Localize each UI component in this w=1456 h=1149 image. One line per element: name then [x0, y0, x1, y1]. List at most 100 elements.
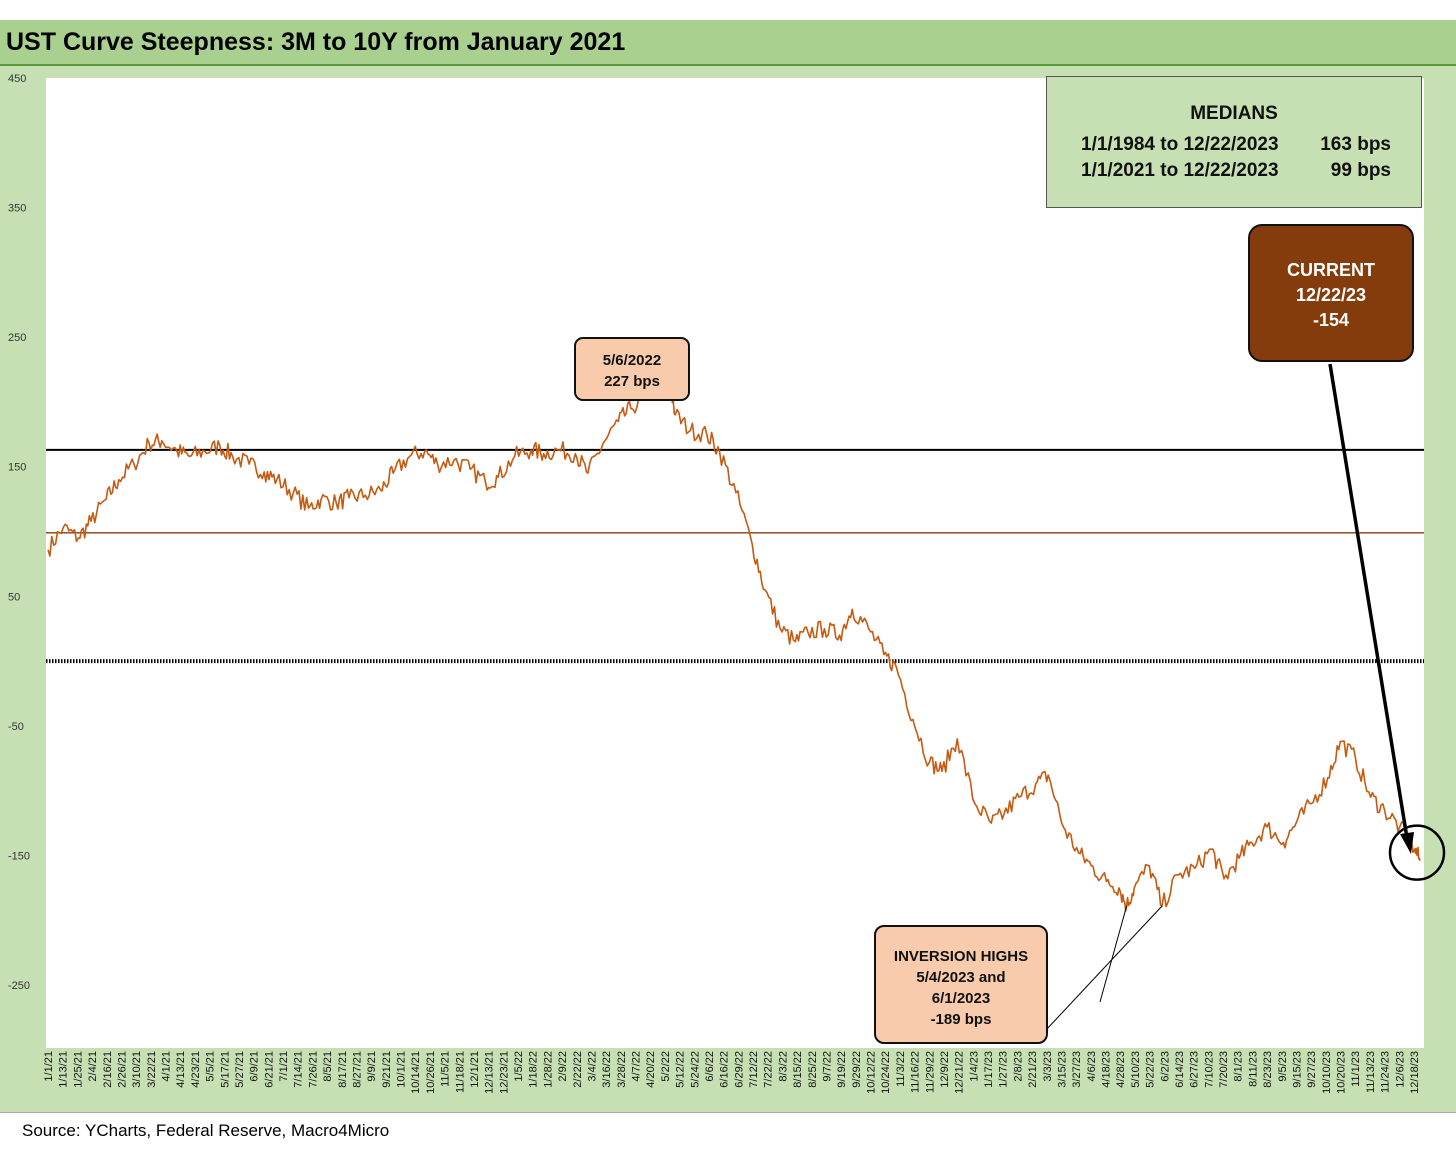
- x-tick-label: 11/1/23: [1350, 1051, 1362, 1087]
- y-tick-label: 350: [8, 203, 26, 215]
- x-tick-label: 11/18/21: [454, 1051, 466, 1093]
- peak-value: 227 bps: [604, 373, 660, 390]
- x-tick-label: 12/9/22: [939, 1051, 951, 1088]
- x-tick-label: 12/6/23: [1394, 1051, 1406, 1088]
- x-tick-label: 6/29/22: [733, 1051, 745, 1088]
- x-tick-label: 6/27/23: [1189, 1051, 1201, 1088]
- x-tick-label: 10/20/23: [1336, 1051, 1348, 1094]
- x-tick-label: 4/7/22: [631, 1051, 643, 1082]
- x-tick-label: 4/23/21: [190, 1051, 202, 1088]
- x-tick-label: 6/6/22: [704, 1051, 716, 1082]
- x-tick-label: 9/5/23: [1277, 1051, 1289, 1082]
- x-tick-label: 7/10/23: [1203, 1051, 1215, 1088]
- x-tick-label: 8/5/21: [322, 1051, 334, 1082]
- x-tick-label: 11/5/21: [440, 1051, 452, 1087]
- x-tick-label: 1/5/22: [513, 1051, 525, 1082]
- x-tick-label: 8/11/23: [1247, 1051, 1259, 1087]
- x-tick-label: 2/21/23: [1027, 1051, 1039, 1088]
- x-tick-label: 3/15/23: [1057, 1051, 1069, 1088]
- x-tick-label: 4/18/23: [1101, 1051, 1113, 1088]
- x-tick-label: 4/1/21: [161, 1051, 173, 1082]
- x-tick-label: 4/6/23: [1086, 1051, 1098, 1082]
- y-tick-label: -250: [8, 980, 30, 992]
- x-tick-label: 6/21/21: [263, 1051, 275, 1088]
- chart-title: UST Curve Steepness: 3M to 10Y from Janu…: [6, 28, 626, 56]
- x-tick-label: 8/1/23: [1233, 1051, 1245, 1082]
- x-tick-label: 10/14/21: [410, 1051, 422, 1094]
- y-tick-label: -150: [8, 850, 30, 862]
- chart-frame: 450 350 250 150 50 -50 -150 -250 1/1/21 1/13/21 1…: [0, 66, 1456, 1112]
- x-tick-label: 1/25/21: [72, 1051, 84, 1088]
- y-tick-label: 50: [8, 591, 20, 603]
- x-tick-label: 7/12/22: [748, 1051, 760, 1088]
- x-tick-label: 11/24/23: [1380, 1051, 1392, 1093]
- x-tick-label: 5/22/23: [1145, 1051, 1157, 1088]
- x-tick-label: 10/10/23: [1321, 1051, 1333, 1094]
- current-arrow-line: [1328, 363, 1409, 839]
- x-tick-label: 12/13/21: [484, 1051, 496, 1094]
- inversion-leader-line: [1045, 905, 1163, 1031]
- inversion-date-2: 6/1/2023: [931, 990, 991, 1007]
- current-marker-circle: [1388, 824, 1446, 881]
- reference-lines: [46, 448, 1424, 664]
- x-tick-label: 3/3/23: [1042, 1051, 1054, 1082]
- annotation-layer: [631, 363, 1446, 1031]
- median-range: 1/1/1984 to 12/22/2023: [1081, 134, 1279, 155]
- x-tick-label: 5/5/21: [205, 1051, 217, 1082]
- x-tick-label: 8/25/22: [807, 1051, 819, 1088]
- x-tick-label: 5/10/23: [1130, 1051, 1142, 1088]
- x-tick-label: 10/12/22: [866, 1051, 878, 1094]
- x-tick-label: 3/28/22: [616, 1051, 628, 1088]
- x-tick-label: 4/13/21: [175, 1051, 187, 1088]
- inversion-callout: INVERSION HIGHS 5/4/2023 and 6/1/2023 -1…: [874, 925, 1048, 1044]
- x-tick-label: 4/28/23: [1115, 1051, 1127, 1088]
- x-tick-label: 9/7/22: [822, 1051, 834, 1082]
- x-tick-label: 3/10/21: [131, 1051, 143, 1088]
- series-layer: [47, 362, 1421, 912]
- x-tick-label: 6/2/23: [1159, 1051, 1171, 1082]
- y-tick-label: 450: [8, 73, 26, 85]
- x-tick-label: 2/9/22: [557, 1051, 569, 1082]
- x-tick-label: 5/17/21: [219, 1051, 231, 1088]
- x-tick-label: 1/28/22: [542, 1051, 554, 1088]
- peak-callout: 5/6/2022 227 bps: [574, 337, 690, 401]
- x-tick-label: 1/18/22: [528, 1051, 540, 1088]
- x-tick-label: 9/21/21: [381, 1051, 393, 1088]
- x-tick-label: 2/4/21: [87, 1051, 99, 1082]
- x-tick-label: 2/16/21: [102, 1051, 114, 1088]
- y-axis-ticks: 450 350 250 150 50 -50 -150 -250: [8, 73, 30, 992]
- x-tick-label: 9/15/23: [1292, 1051, 1304, 1088]
- medians-box: MEDIANS 1/1/1984 to 12/22/2023 163 bps 1…: [1046, 76, 1422, 208]
- median-range: 1/1/2021 to 12/22/2023: [1081, 160, 1279, 181]
- x-tick-label: 8/23/23: [1262, 1051, 1274, 1088]
- x-tick-label: 5/24/22: [689, 1051, 701, 1088]
- inversion-title: INVERSION HIGHS: [893, 948, 1029, 965]
- x-tick-label: 7/26/21: [307, 1051, 319, 1088]
- x-tick-label: 9/19/22: [836, 1051, 848, 1088]
- x-tick-label: 7/14/21: [293, 1051, 305, 1088]
- x-tick-label: 7/1/21: [278, 1051, 290, 1082]
- current-date: 12/22/23: [1295, 285, 1367, 305]
- x-tick-label: 8/27/21: [352, 1051, 364, 1088]
- x-tick-label: 12/1/21: [469, 1051, 481, 1088]
- x-tick-label: 10/24/22: [880, 1051, 892, 1094]
- x-tick-label: 9/27/23: [1306, 1051, 1318, 1088]
- x-tick-label: 1/13/21: [58, 1051, 70, 1088]
- median-value: 99 bps: [1330, 160, 1391, 181]
- x-tick-label: 11/29/22: [924, 1051, 936, 1093]
- y-tick-label: -50: [8, 721, 24, 733]
- x-tick-label: 6/16/22: [719, 1051, 731, 1088]
- current-value: -154: [1312, 310, 1350, 330]
- x-tick-label: 11/13/23: [1365, 1051, 1377, 1093]
- x-axis-ticks: 1/1/21 1/13/21 1/25/21 2/4/21 2/16/21 2/26/21…: [43, 1051, 1421, 1094]
- x-tick-label: 9/29/22: [851, 1051, 863, 1088]
- y-tick-label: 150: [8, 462, 26, 474]
- x-tick-label: 2/26/21: [116, 1051, 128, 1088]
- title-bar: UST Curve Steepness: 3M to 10Y from Janu…: [0, 20, 1456, 66]
- inversion-date-1: 5/4/2023 and: [916, 969, 1006, 986]
- x-tick-label: 3/4/22: [587, 1051, 599, 1082]
- medians-title: MEDIANS: [1190, 103, 1278, 124]
- x-tick-label: 4/20/22: [645, 1051, 657, 1088]
- inversion-value: -189 bps: [930, 1011, 992, 1028]
